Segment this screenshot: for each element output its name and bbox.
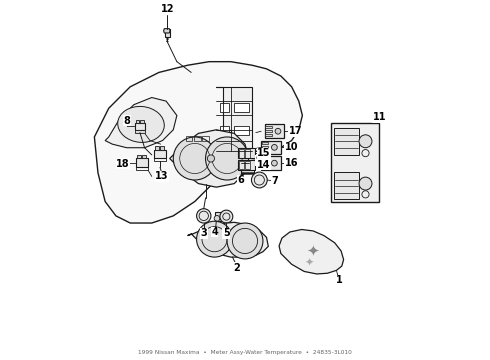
Polygon shape	[279, 229, 343, 274]
Bar	[137, 155, 141, 158]
Bar	[153, 149, 166, 158]
Bar	[242, 172, 254, 174]
Bar	[202, 136, 209, 140]
Circle shape	[196, 221, 232, 257]
Text: 3: 3	[200, 228, 207, 238]
Polygon shape	[170, 130, 248, 187]
Bar	[266, 134, 272, 136]
Bar	[245, 149, 250, 158]
Bar	[262, 146, 269, 148]
Text: 1999 Nissan Maxima  •  Meter Assy-Water Temperature  •  24835-3L010: 1999 Nissan Maxima • Meter Assy-Water Te…	[138, 350, 352, 355]
Text: 4: 4	[211, 227, 218, 237]
Circle shape	[242, 165, 246, 170]
Circle shape	[251, 172, 267, 188]
Bar	[262, 158, 269, 160]
Ellipse shape	[118, 107, 164, 143]
Bar	[261, 140, 281, 154]
Polygon shape	[95, 62, 302, 223]
Text: 2: 2	[234, 263, 241, 273]
Bar	[262, 162, 269, 164]
Bar	[238, 148, 255, 158]
Circle shape	[271, 160, 277, 166]
Bar	[234, 103, 248, 112]
Text: 15: 15	[257, 148, 271, 158]
Bar	[135, 130, 146, 133]
Bar	[186, 136, 192, 140]
Bar	[194, 136, 200, 140]
Text: ✦: ✦	[306, 243, 319, 258]
Bar	[239, 161, 244, 169]
Circle shape	[207, 155, 215, 162]
Polygon shape	[105, 98, 177, 148]
Bar	[266, 130, 272, 132]
Circle shape	[275, 129, 281, 134]
Circle shape	[214, 216, 220, 221]
Bar	[262, 150, 269, 152]
Text: 1: 1	[336, 275, 343, 285]
Circle shape	[227, 223, 263, 259]
Bar	[238, 160, 255, 170]
Text: 5: 5	[223, 228, 230, 238]
Text: 9: 9	[255, 155, 262, 165]
Bar	[215, 212, 221, 221]
Bar	[245, 161, 250, 169]
Circle shape	[248, 165, 254, 170]
Bar	[241, 163, 254, 173]
Bar	[136, 158, 148, 167]
Bar	[220, 126, 229, 135]
Text: 12: 12	[161, 4, 174, 14]
Bar	[135, 123, 146, 130]
Bar	[331, 123, 379, 202]
Bar	[155, 146, 159, 149]
Bar	[239, 149, 244, 158]
Text: 6: 6	[237, 175, 244, 185]
Circle shape	[359, 177, 372, 190]
Bar	[261, 156, 281, 170]
Circle shape	[220, 210, 233, 223]
Bar	[220, 103, 229, 112]
Bar	[166, 29, 170, 37]
Bar	[234, 126, 248, 135]
Bar	[266, 126, 272, 128]
Text: 8: 8	[123, 116, 130, 126]
Text: 13: 13	[155, 171, 169, 181]
Bar	[262, 166, 269, 168]
Bar	[160, 146, 164, 149]
Bar	[136, 120, 139, 123]
Circle shape	[173, 137, 216, 180]
Text: 18: 18	[116, 159, 130, 169]
Circle shape	[271, 144, 277, 150]
Text: 7: 7	[271, 176, 278, 186]
Circle shape	[196, 209, 211, 223]
Text: 11: 11	[373, 112, 386, 122]
Bar	[140, 120, 144, 123]
Bar	[136, 167, 148, 170]
Polygon shape	[164, 29, 170, 33]
Bar	[265, 125, 285, 138]
Text: 16: 16	[285, 158, 298, 168]
Text: 14: 14	[257, 160, 270, 170]
Circle shape	[359, 135, 372, 148]
Bar	[334, 172, 359, 199]
Bar	[262, 142, 269, 144]
Bar	[142, 155, 147, 158]
Bar	[153, 158, 166, 161]
Text: ✦: ✦	[305, 257, 314, 267]
Polygon shape	[188, 222, 269, 257]
Circle shape	[205, 137, 248, 180]
Bar	[334, 128, 359, 155]
Text: 17: 17	[289, 126, 302, 136]
Polygon shape	[216, 87, 252, 151]
Text: 10: 10	[285, 142, 298, 152]
